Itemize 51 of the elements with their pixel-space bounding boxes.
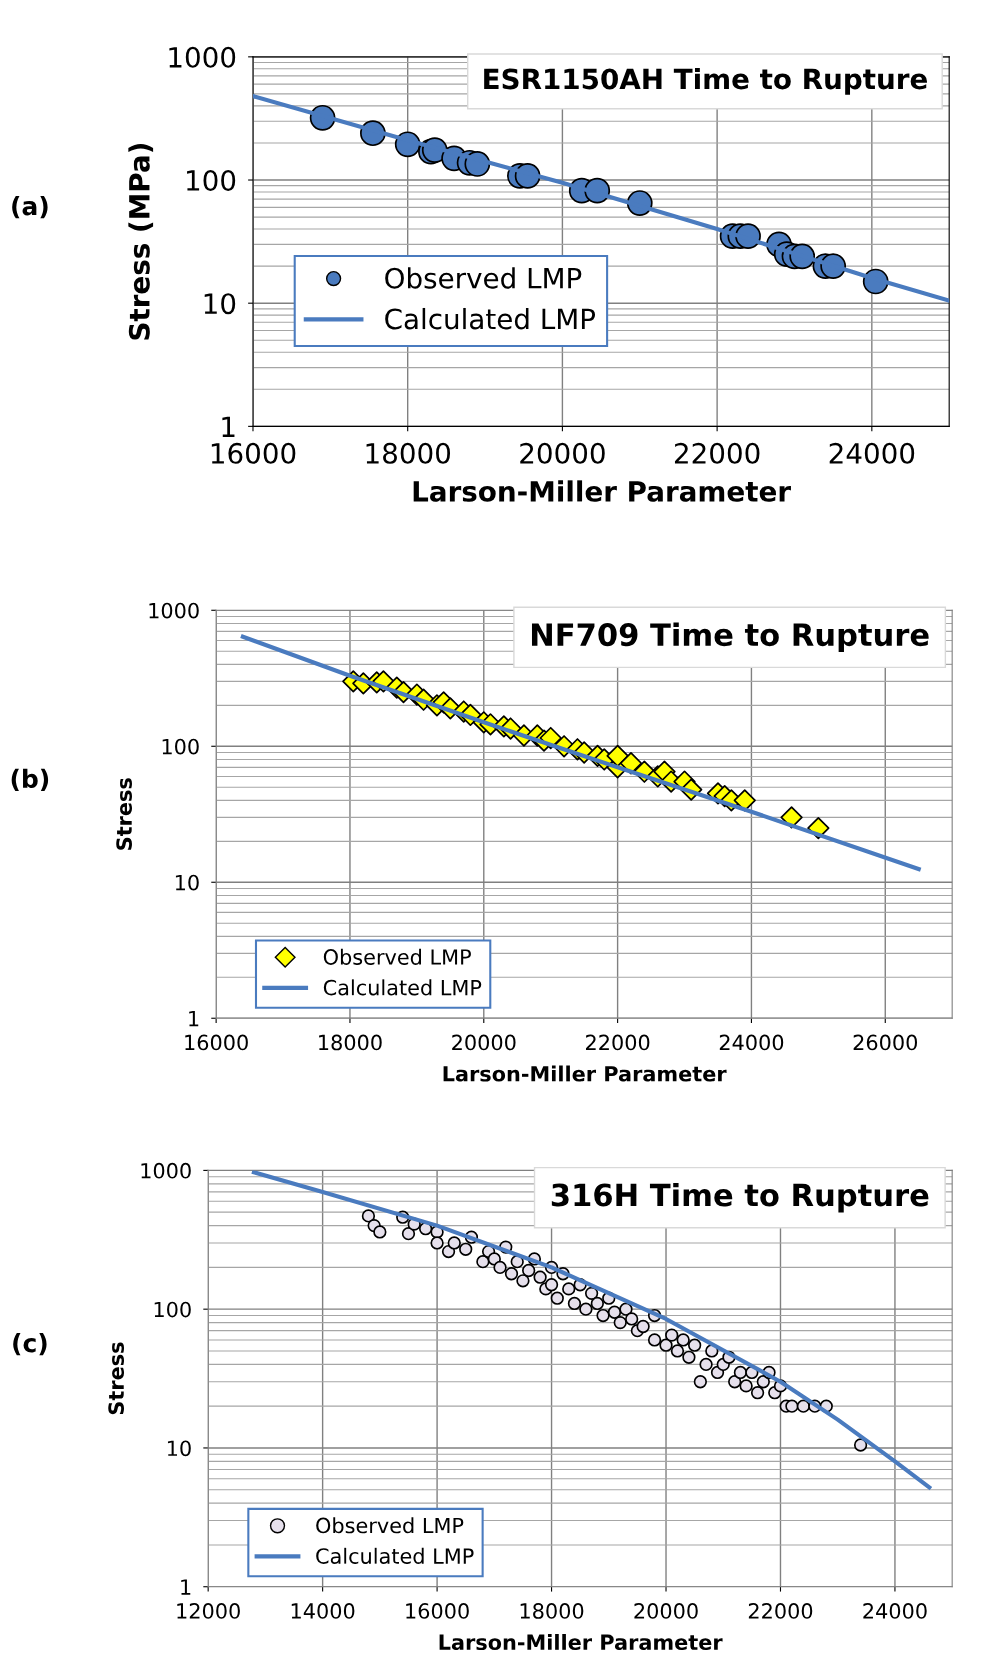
x-tick-label: 24000 <box>863 1603 927 1619</box>
x-tick-label: 22000 <box>674 442 760 464</box>
y-tick-label: 100 <box>162 738 199 755</box>
y-tick-label: 100 <box>187 169 236 191</box>
x-tick-label: 16000 <box>185 1034 248 1051</box>
x-tick-label: 20000 <box>634 1603 698 1619</box>
y-tick-label: 1000 <box>141 1162 191 1179</box>
x-axis-title: Larson-Miller Parameter <box>413 480 791 502</box>
y-tick-label: 10 <box>204 293 236 315</box>
y-axis-title: Stress <box>108 1342 125 1415</box>
y-axis-title: Stress <box>116 778 132 850</box>
x-tick-label: 14000 <box>291 1603 355 1619</box>
x-tick-label: 16000 <box>406 1603 469 1619</box>
line-series <box>252 94 950 303</box>
x-axis-title: Larson-Miller Parameter <box>443 1065 727 1082</box>
x-tick-label: 18000 <box>520 1603 584 1619</box>
legend-label: Calculated LMP <box>385 307 596 330</box>
chart-title: ESR1150AH Time to Rupture <box>484 67 927 95</box>
y-axis-title: Stress (MPa) <box>128 144 154 340</box>
y-tick-label: 100 <box>154 1301 191 1318</box>
y-tick-label: 10 <box>175 874 199 891</box>
x-tick-label: 18000 <box>366 442 451 464</box>
y-tick-label: 1 <box>222 416 235 437</box>
text: (b) <box>11 768 49 792</box>
x-tick-label: 18000 <box>319 1034 382 1051</box>
chart-title: 316H Time to Rupture <box>551 1182 929 1213</box>
legend-label: Observed LMP <box>316 1517 464 1534</box>
legend-label: Calculated LMP <box>323 979 482 996</box>
legend-label: Calculated LMP <box>316 1547 474 1564</box>
y-tick-label: 1000 <box>149 602 199 619</box>
y-tick-label: 1000 <box>169 46 236 68</box>
x-tick-label: 22000 <box>586 1034 650 1051</box>
y-tick-label: 1 <box>189 1010 199 1027</box>
x-tick-label: 24000 <box>719 1034 784 1051</box>
x-tick-label: 24000 <box>829 442 915 464</box>
legend-label: Observed LMP <box>323 948 471 965</box>
point <box>606 744 629 768</box>
x-axis-title: Larson-Miller Parameter <box>439 1633 723 1651</box>
text: (a) <box>12 196 48 219</box>
x-tick-label: 12000 <box>177 1603 240 1619</box>
y-tick-label: 10 <box>167 1440 191 1457</box>
x-tick-label: 16000 <box>211 442 296 464</box>
text: (c) <box>13 1333 47 1356</box>
y-tick-label: 1 <box>181 1579 191 1595</box>
x-tick-label: 20000 <box>520 442 605 464</box>
x-tick-label: 20000 <box>452 1034 516 1051</box>
legend-label: Observed LMP <box>385 267 582 289</box>
chart-title: NF709 Time to Rupture <box>531 622 929 653</box>
x-tick-label: 22000 <box>748 1603 813 1619</box>
x-tick-label: 26000 <box>853 1034 918 1051</box>
line-series <box>251 1170 932 1490</box>
